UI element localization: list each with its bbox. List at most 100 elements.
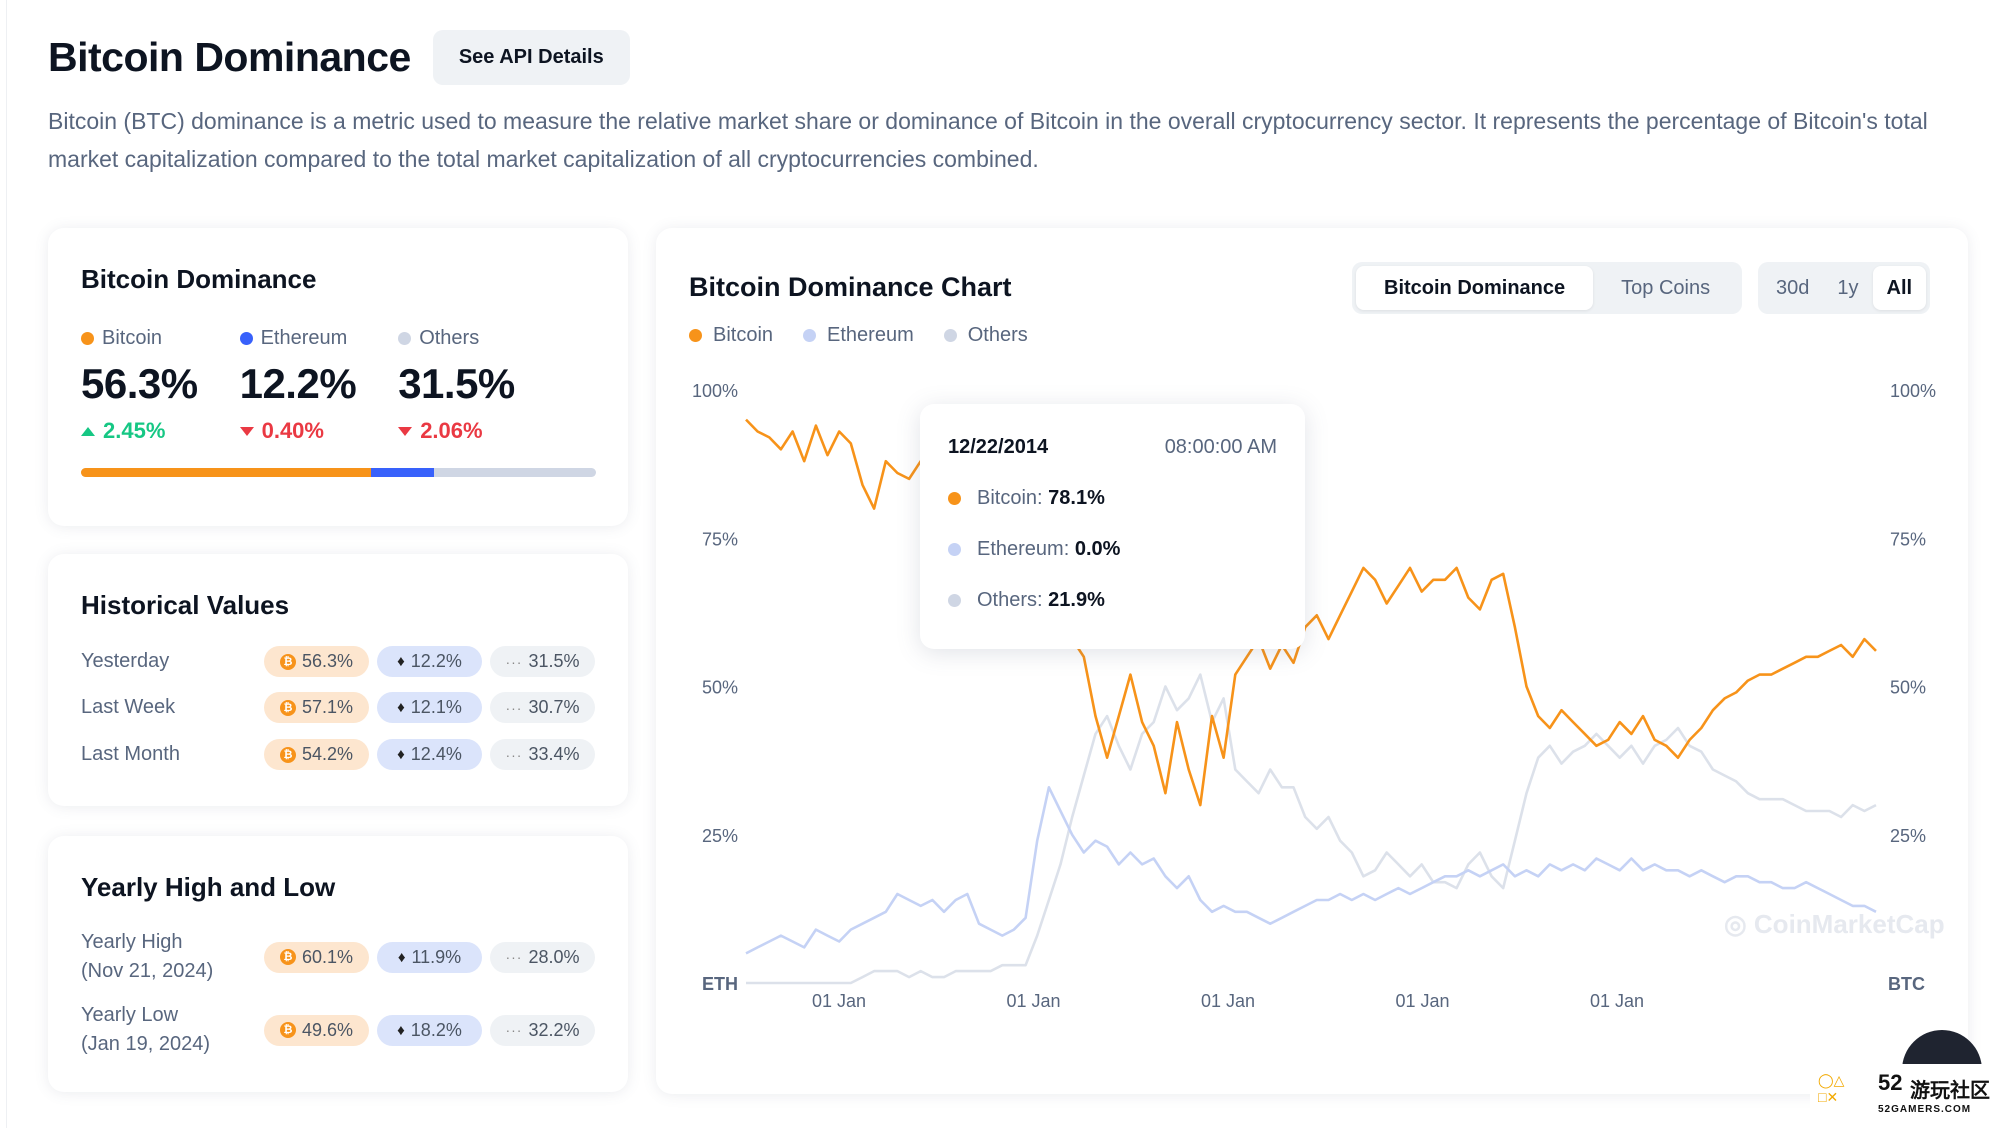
page-description: Bitcoin (BTC) dominance is a metric used…: [48, 108, 1928, 172]
dominance-change: 0.40%: [261, 418, 324, 443]
eth-value: 12.2%: [410, 651, 462, 671]
ethereum-coin-icon: ♦: [397, 948, 406, 966]
ethereum-coin-icon: ♦: [397, 746, 405, 763]
bitcoin-share-segment: [81, 468, 371, 477]
range-switcher: 30d 1y All: [1758, 262, 1931, 314]
ethereum-dot-icon: [948, 543, 961, 556]
tab-bitcoin-dominance[interactable]: Bitcoin Dominance: [1356, 266, 1594, 310]
others-dot-icon: [398, 332, 412, 345]
tooltip-label: Others:: [977, 589, 1043, 611]
ellipsis-icon: ···: [505, 949, 523, 965]
btc-value: 60.1%: [301, 946, 354, 967]
legend-item-others[interactable]: Others: [943, 324, 1028, 347]
tooltip-label: Ethereum:: [977, 538, 1070, 560]
y-tick-label-left: 25%: [702, 826, 738, 846]
others-value: 30.7%: [528, 697, 580, 717]
dominance-value: 31.5%: [398, 360, 515, 407]
historical-values-title: Historical Values: [81, 590, 290, 620]
ethereum-coin-icon: ♦: [397, 1021, 405, 1039]
row-label: Last Month: [81, 743, 180, 765]
tooltip-row-ethereum: Ethereum: 0.0%: [948, 538, 1277, 561]
row-label: Yesterday: [81, 650, 170, 672]
bitcoin-coin-icon: ₿: [279, 746, 296, 763]
bitcoin-coin-icon: ₿: [279, 949, 296, 965]
dominance-change: 2.06%: [420, 418, 483, 443]
watermark-logo-icon: 52GAMERS.COM: [1878, 1104, 1972, 1115]
dominance-label: Others: [419, 327, 480, 349]
ethereum-coin-icon: ♦: [397, 699, 405, 716]
btc-value: 56.3%: [301, 651, 354, 671]
x-tick-label: 01 Jan: [812, 991, 866, 1011]
range-30d[interactable]: 30d: [1776, 276, 1810, 299]
historical-row: Last Week ₿ 57.1% ♦ 12.1% ··· 30.7%: [81, 692, 595, 723]
dominance-ethereum: Ethereum 12.2% 0.40%: [239, 327, 357, 444]
bitcoin-coin-icon: ₿: [279, 1022, 296, 1038]
legend-item-bitcoin[interactable]: Bitcoin: [689, 324, 773, 347]
bitcoin-coin-icon: ₿: [279, 653, 296, 670]
yearly-high-low-title: Yearly High and Low: [81, 872, 336, 902]
others-value: 32.2%: [528, 1019, 580, 1040]
eth-chip: ♦ 18.2%: [377, 1014, 482, 1046]
watermark-logo-icon: 游玩社区: [1910, 1080, 1990, 1102]
ethereum-share-segment: [370, 468, 434, 477]
eth-chip: ♦ 12.4%: [377, 739, 482, 770]
eth-value: 18.2%: [410, 1019, 462, 1040]
others-value: 28.0%: [528, 946, 580, 967]
btc-chip: ₿ 54.2%: [264, 739, 369, 770]
eth-chip: ♦ 12.1%: [377, 692, 482, 723]
dominance-bitcoin: Bitcoin 56.3% 2.45%: [81, 327, 198, 444]
dominance-label: Ethereum: [260, 327, 348, 349]
legend-label: Bitcoin: [713, 324, 774, 346]
y-tick-label-right: 75%: [1890, 529, 1926, 549]
ethereum-coin-icon: ♦: [397, 653, 405, 670]
dominance-chart-svg[interactable]: 100% 75% 50% 25% 100% 75% 50% 25% ETH BTC 01 Jan 01…: [656, 228, 1968, 1094]
btc-chip: ₿ 57.1%: [264, 692, 369, 723]
ellipsis-icon: ···: [505, 746, 523, 763]
watermark-logo-icon: 52: [1878, 1070, 1903, 1095]
chart-legend: Bitcoin Ethereum Others: [689, 324, 1028, 347]
ellipsis-icon: ···: [505, 1022, 523, 1038]
bitcoin-dot-icon: [81, 332, 94, 345]
tooltip-value: 78.1%: [1048, 487, 1105, 509]
historical-row: Yesterday ₿ 56.3% ♦ 12.2% ··· 31.5%: [81, 646, 595, 677]
btc-chip: ₿ 60.1%: [264, 941, 369, 973]
series-line-ethereum: [745, 785, 1877, 955]
chart-title: Bitcoin Dominance Chart: [689, 272, 1012, 302]
ellipsis-icon: ···: [505, 653, 523, 670]
divider: [6, 0, 7, 1128]
tooltip-row-bitcoin: Bitcoin: 78.1%: [948, 487, 1277, 510]
bitcoin-dot-icon: [948, 492, 961, 505]
dominance-change: 2.45%: [103, 418, 166, 443]
y-tick-label-left: 100%: [692, 381, 738, 401]
x-tick-label: 01 Jan: [1201, 991, 1255, 1011]
x-tick-label: 01 Jan: [1590, 991, 1644, 1011]
see-api-details-button[interactable]: See API Details: [432, 30, 630, 85]
range-1y[interactable]: 1y: [1837, 276, 1859, 299]
dominance-value: 12.2%: [239, 360, 357, 407]
ethereum-dot-icon: [239, 332, 253, 345]
others-dot-icon: [943, 329, 957, 342]
yearly-row: Yearly Low (Jan 19, 2024) ₿ 49.6% ♦ 18.2% ·…: [81, 1001, 595, 1059]
eth-chip: ♦ 11.9%: [377, 941, 482, 973]
others-dot-icon: [948, 594, 961, 607]
row-label-text: Yearly Low: [81, 1004, 179, 1026]
arrow-up-icon: [81, 426, 95, 436]
dominance-card-title: Bitcoin Dominance: [81, 264, 317, 294]
dominance-others: Others 31.5% 2.06%: [398, 327, 515, 444]
chart-tab-switcher: Bitcoin Dominance Top Coins: [1352, 262, 1743, 314]
bitcoin-coin-icon: ₿: [279, 699, 296, 716]
dominance-share-bar: [81, 468, 596, 477]
legend-item-ethereum[interactable]: Ethereum: [803, 324, 914, 347]
btc-value: 49.6%: [301, 1019, 354, 1040]
tab-top-coins[interactable]: Top Coins: [1621, 276, 1711, 299]
row-label-text: Yearly High: [81, 931, 183, 953]
historical-row: Last Month ₿ 54.2% ♦ 12.4% ··· 33.4%: [81, 739, 595, 770]
row-label-date: (Jan 19, 2024): [81, 1033, 210, 1055]
btc-value: 54.2%: [301, 744, 354, 764]
eth-value: 11.9%: [411, 946, 462, 967]
coinmarketcap-watermark: ◎ CoinMarketCap: [1724, 909, 1945, 939]
axis-label-left: ETH: [702, 974, 738, 994]
dominance-label: Bitcoin: [102, 327, 163, 349]
others-chip: ··· 31.5%: [490, 646, 595, 677]
range-all[interactable]: All: [1872, 266, 1927, 310]
